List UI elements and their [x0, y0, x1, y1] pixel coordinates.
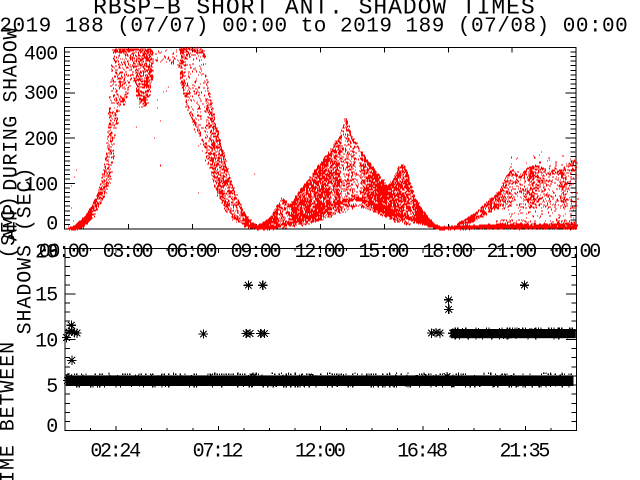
svg-text:16:48: 16:48 [397, 440, 447, 463]
svg-text:06:00: 06:00 [167, 241, 217, 264]
svg-text:100: 100 [24, 174, 58, 197]
svg-text:02:24: 02:24 [90, 440, 140, 463]
svg-text:400: 400 [24, 43, 58, 66]
svg-text:200: 200 [24, 129, 58, 152]
svg-text:03:00: 03:00 [103, 241, 153, 264]
svg-text:12:00: 12:00 [295, 241, 345, 264]
svg-text:TIME BETWEEN: TIME BETWEEN [0, 341, 21, 480]
svg-text:AMP DURING SHADOW: AMP DURING SHADOW [1, 27, 24, 241]
svg-text:15: 15 [35, 285, 57, 308]
svg-text:20: 20 [35, 242, 57, 265]
svg-text:0: 0 [46, 416, 57, 439]
svg-text:15:00: 15:00 [359, 241, 409, 264]
svg-text:00:00: 00:00 [550, 241, 600, 264]
svg-text:12:00: 12:00 [295, 440, 345, 463]
svg-text:21:35: 21:35 [500, 440, 550, 463]
svg-text:SHADOWS (SEC): SHADOWS (SEC) [15, 167, 38, 335]
svg-text:2019 188 (07/07) 00:00 to 2019: 2019 188 (07/07) 00:00 to 2019 189 (07/0… [0, 16, 628, 39]
svg-text:10: 10 [35, 330, 57, 353]
svg-text:00:00: 00:00 [39, 241, 89, 264]
svg-text:18:00: 18:00 [423, 241, 473, 264]
svg-text:RBSP–B SHORT ANT. SHADOW TIMES: RBSP–B SHORT ANT. SHADOW TIMES [93, 0, 536, 21]
svg-text:5: 5 [46, 376, 57, 399]
svg-text:21:00: 21:00 [486, 241, 536, 264]
svg-text:300: 300 [24, 83, 58, 106]
svg-text:09:00: 09:00 [231, 241, 281, 264]
svg-text:0: 0 [46, 213, 57, 236]
svg-text:07:12: 07:12 [193, 440, 243, 463]
svg-text:(SEC): (SEC) [0, 195, 22, 258]
